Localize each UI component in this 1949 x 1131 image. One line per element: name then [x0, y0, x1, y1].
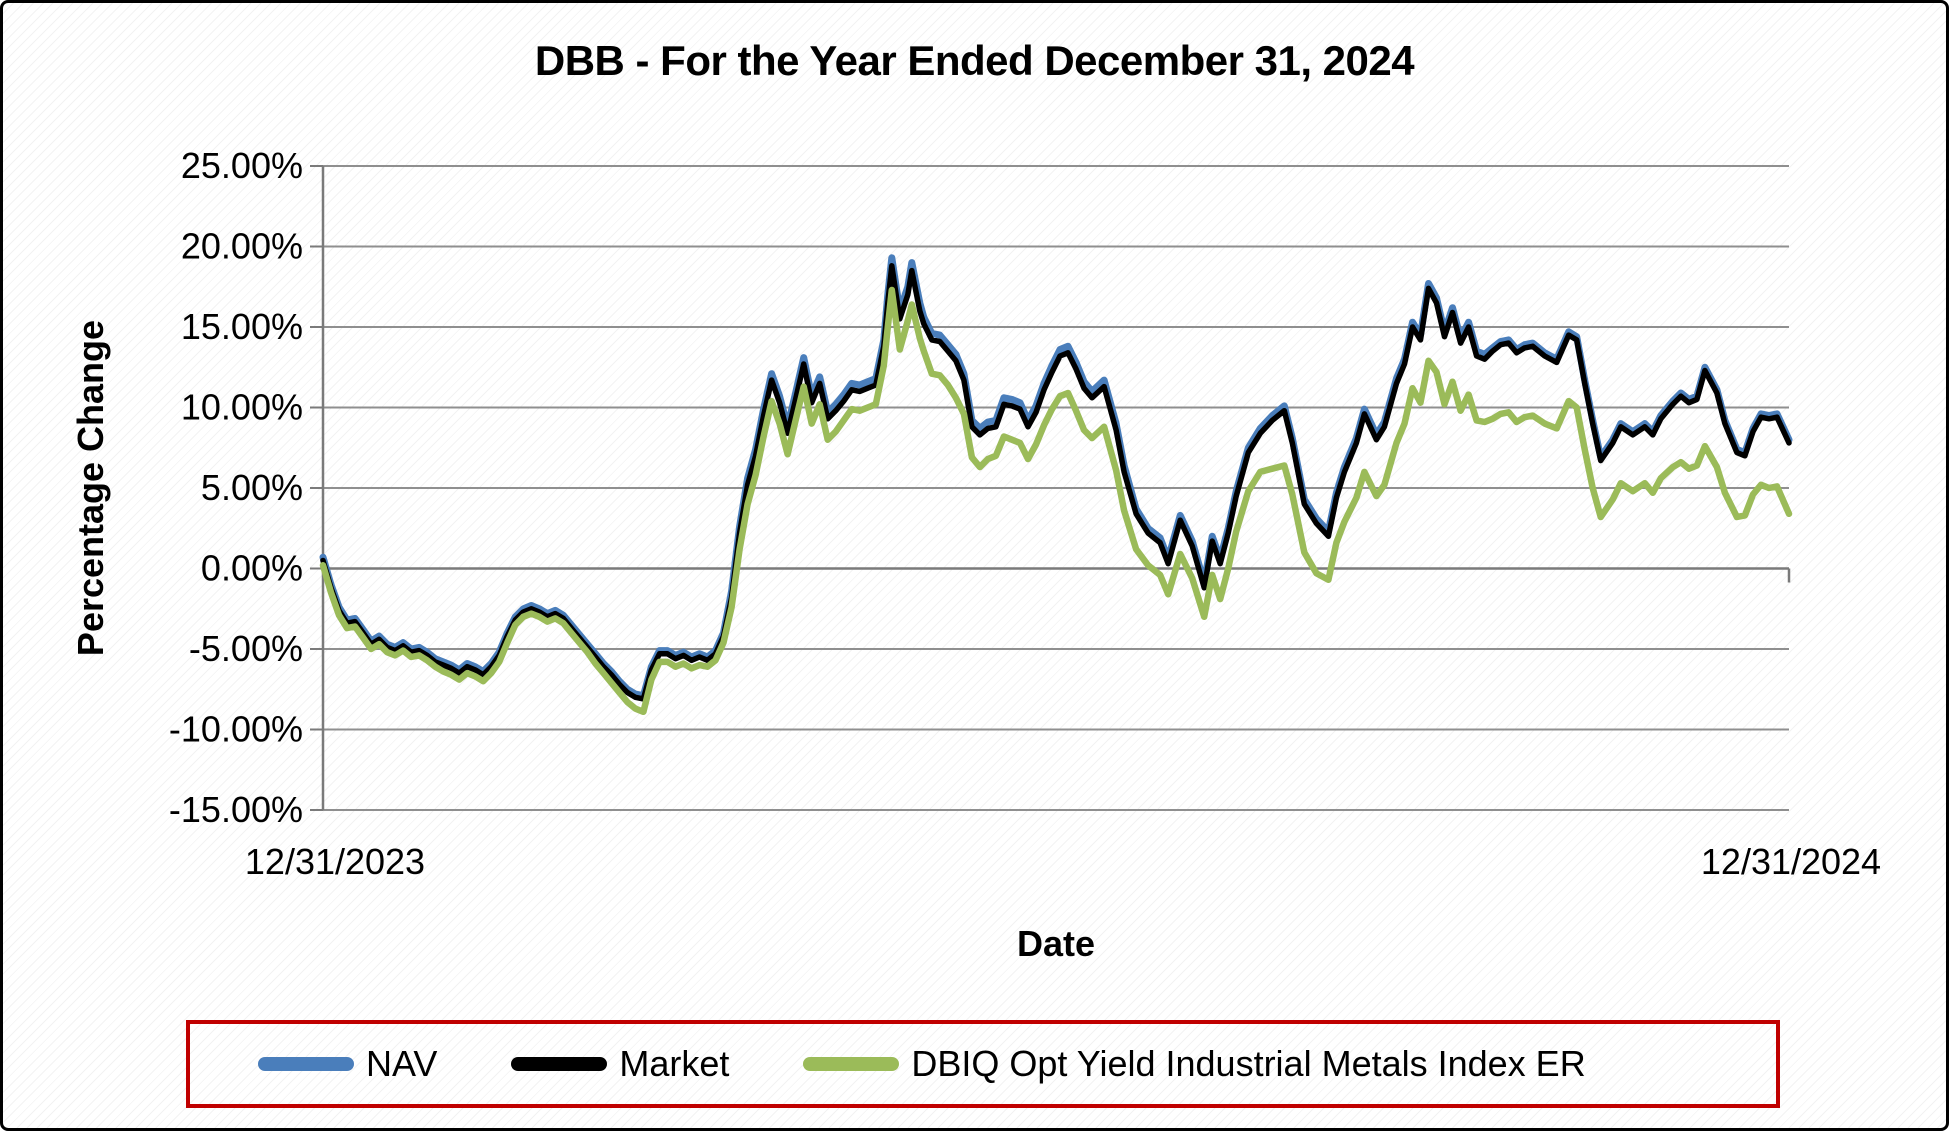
y-tick-label-10: 10.00% — [181, 387, 303, 428]
legend-item-nav: NAV — [258, 1043, 437, 1085]
series-line-market — [320, 263, 1792, 702]
x-tick-label-end: 12/31/2024 — [1700, 841, 1882, 882]
series-line-dbiq-opt-yield-industrial-metals-index-er — [319, 286, 1793, 716]
y-tick-label-5: 5.00% — [201, 467, 303, 508]
nav-line-swatch — [258, 1057, 354, 1071]
y-tick-label-15: 15.00% — [181, 306, 303, 347]
y-tick-label-20: 20.00% — [181, 226, 303, 267]
plot-area: 25.00% 20.00% 15.00% 10.00% 5.00% 0.00% -5.00%… — [169, 145, 1793, 830]
chart-title: DBB - For the Year Ended December 31, 20… — [534, 37, 1415, 84]
y-tick-label-0: 0.00% — [201, 548, 303, 589]
y-tick-label--10: -10.00% — [169, 709, 303, 750]
x-axis-title: Date — [1016, 923, 1096, 964]
legend-item-market: Market — [511, 1043, 729, 1085]
chart-legend: NAV Market DBIQ Opt Yield Industrial Met… — [186, 1020, 1780, 1108]
market-line-swatch — [511, 1057, 608, 1071]
legend-label-nav: NAV — [366, 1043, 438, 1084]
legend-label-index: DBIQ Opt Yield Industrial Metals Index E… — [911, 1043, 1586, 1084]
y-tick-label-25: 25.00% — [181, 145, 303, 186]
legend-label-market: Market — [619, 1043, 730, 1084]
legend-item-index: DBIQ Opt Yield Industrial Metals Index E… — [803, 1043, 1586, 1085]
x-tick-label-start: 12/31/2023 — [244, 841, 426, 882]
series-line-nav — [319, 254, 1793, 700]
y-tick-label--15: -15.00% — [169, 789, 303, 830]
index-line-swatch — [803, 1057, 900, 1071]
y-tick-label--5: -5.00% — [189, 628, 303, 669]
